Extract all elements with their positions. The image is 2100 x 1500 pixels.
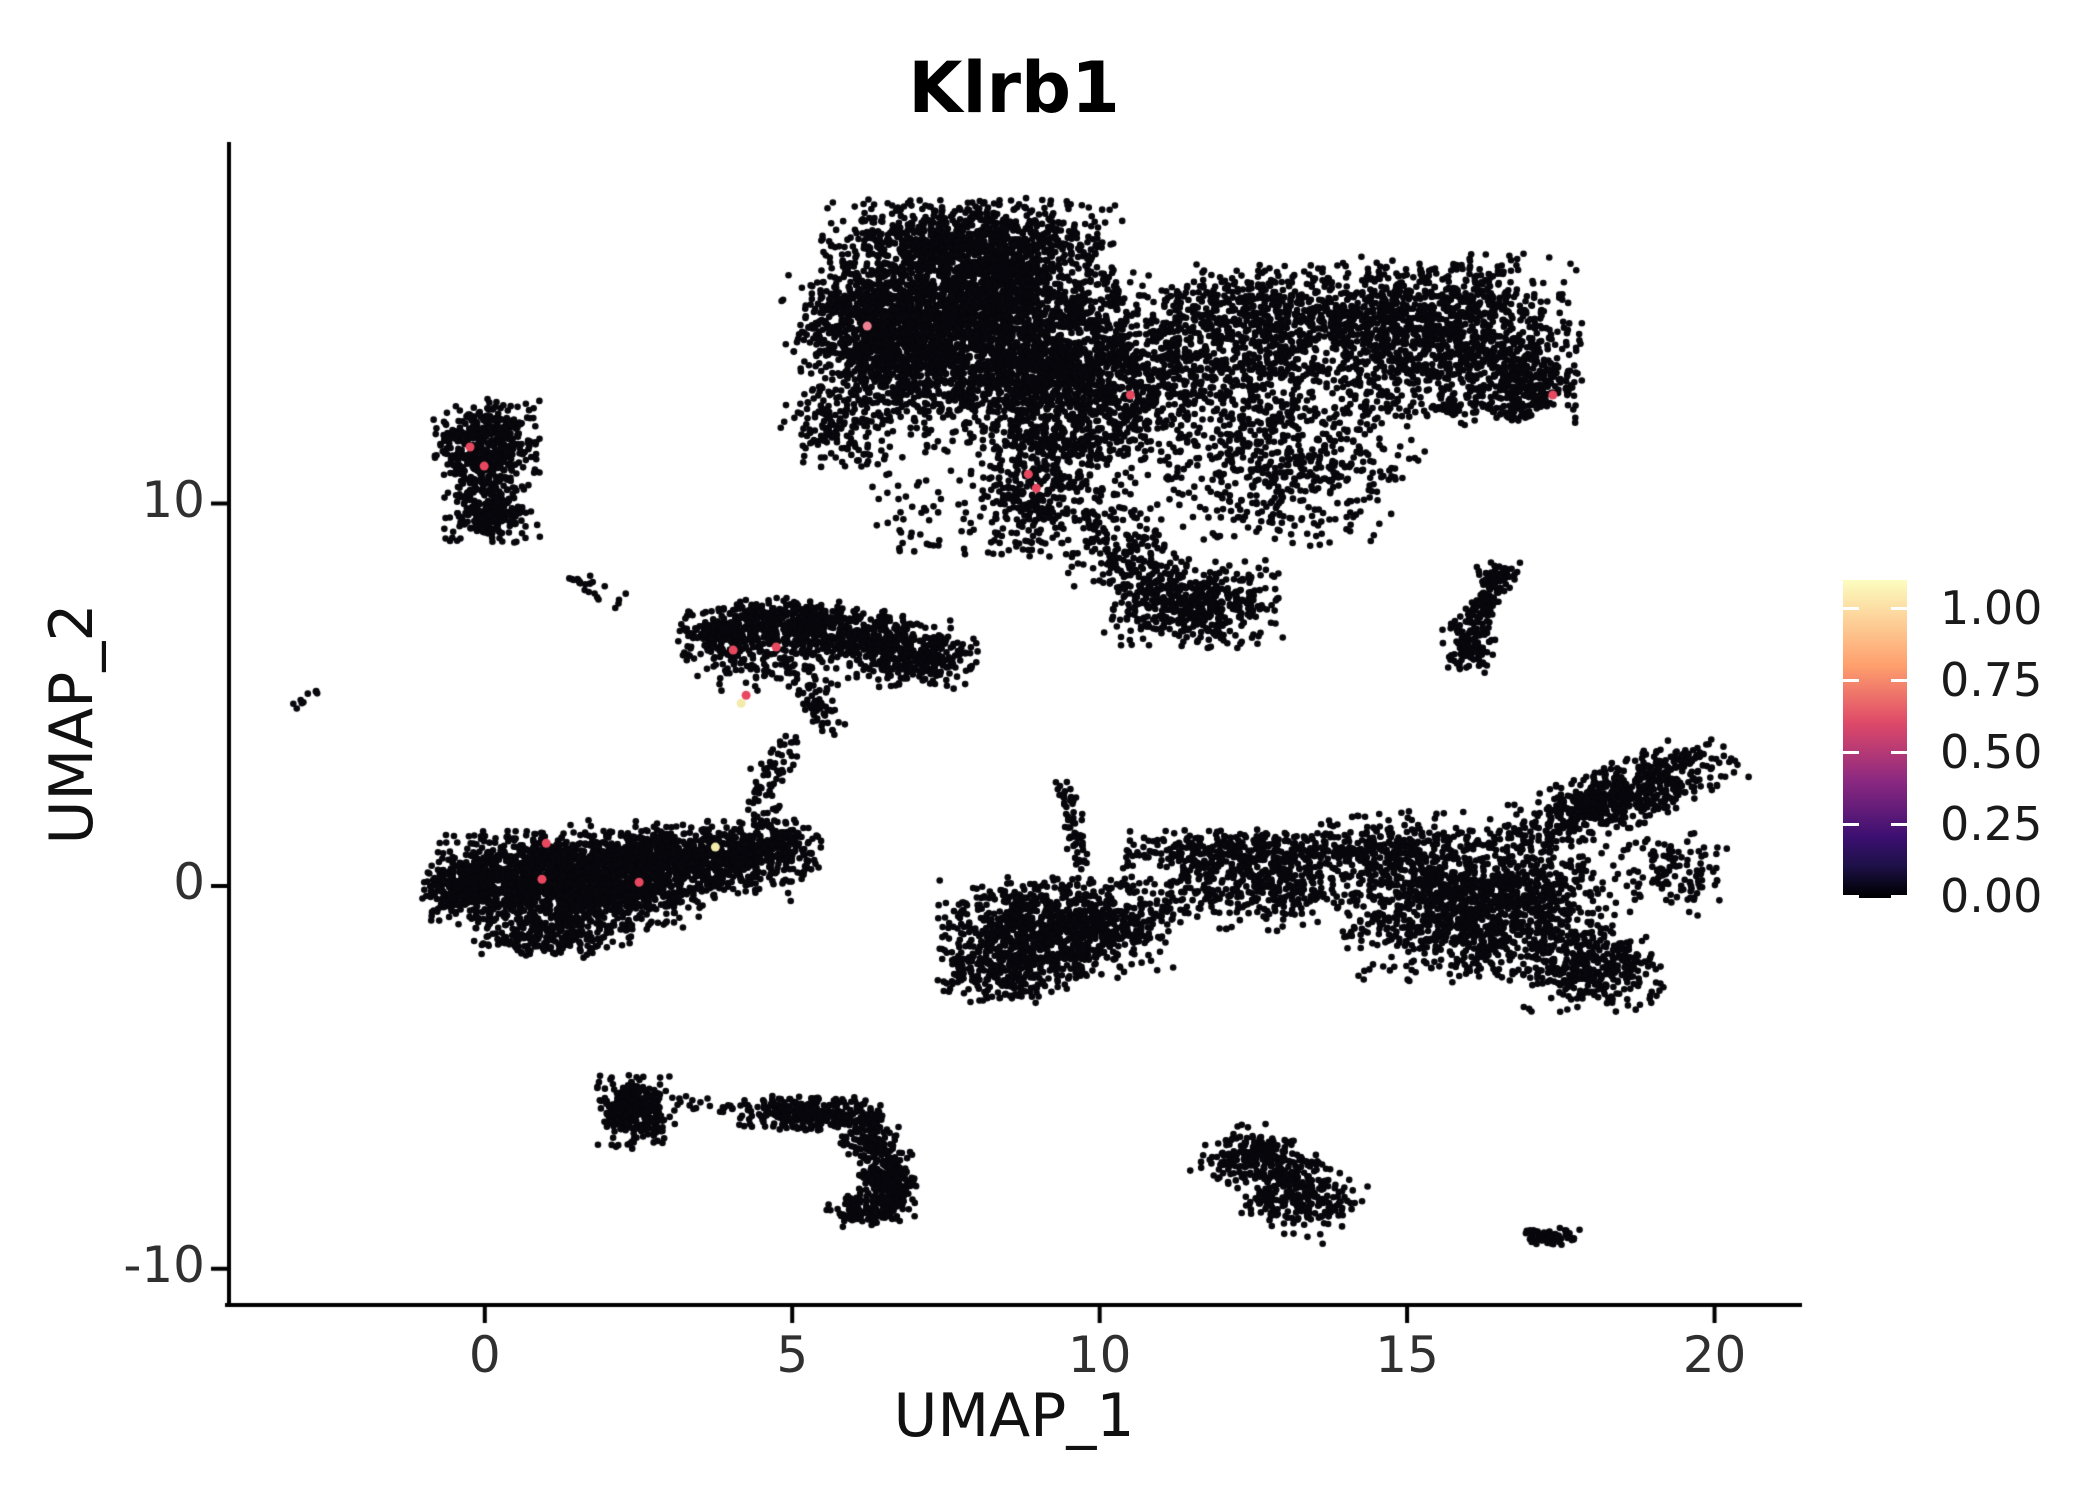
- colorbar-tick: [1843, 750, 1859, 754]
- y-tick-label: 10: [141, 470, 205, 529]
- expression-colorbar-legend: 1.00 0.75 0.50 0.25 0.00: [1843, 580, 2100, 923]
- colorbar-tick-label: 0.25: [1940, 797, 2043, 851]
- y-axis-label: UMAP_2: [37, 603, 107, 845]
- colorbar-tick: [1843, 822, 1859, 826]
- colorbar-tick: [1843, 678, 1859, 682]
- plot-title: Klrb1: [908, 47, 1120, 129]
- x-tick-label: 5: [776, 1326, 809, 1384]
- colorbar-tick: [1891, 678, 1907, 682]
- x-tick-label: 10: [1067, 1326, 1132, 1384]
- colorbar-tick-label: 1.00: [1940, 581, 2043, 635]
- y-tick-label: 0: [173, 853, 205, 912]
- colorbar-gradient: [1843, 580, 1907, 898]
- x-tick-label: 0: [468, 1326, 501, 1384]
- y-tick-label: -10: [123, 1235, 205, 1294]
- colorbar-tick: [1843, 606, 1859, 610]
- x-axis-label: UMAP_1: [893, 1381, 1135, 1451]
- x-tick-label: 15: [1375, 1326, 1439, 1384]
- colorbar-tick: [1891, 750, 1907, 754]
- colorbar-tick: [1843, 894, 1859, 898]
- colorbar-tick-label: 0.00: [1940, 869, 2043, 923]
- colorbar-tick: [1891, 606, 1907, 610]
- x-tick-label: 20: [1682, 1326, 1747, 1384]
- colorbar-tick: [1891, 894, 1907, 898]
- colorbar-tick: [1891, 822, 1907, 826]
- colorbar-tick-label: 0.50: [1940, 725, 2043, 779]
- colorbar-tick-label: 0.75: [1940, 653, 2043, 707]
